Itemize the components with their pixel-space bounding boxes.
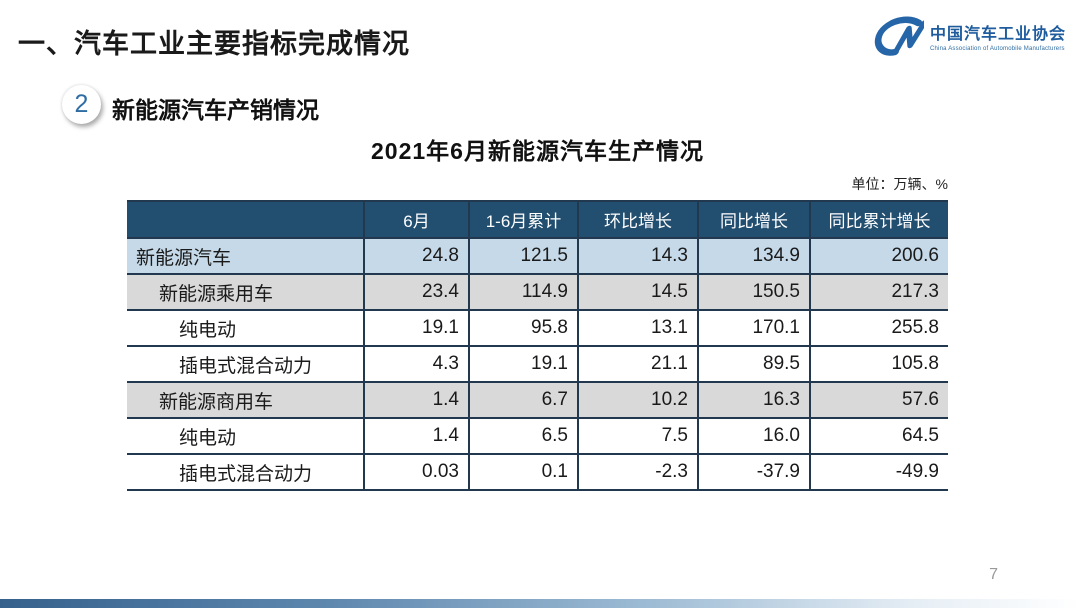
value-cell: 89.5 <box>697 345 810 383</box>
table-row: 纯电动 19.1 95.8 13.1 170.1 255.8 <box>127 309 948 347</box>
value-cell: 64.5 <box>809 417 948 455</box>
value-cell: 255.8 <box>809 309 948 347</box>
value-cell: 21.1 <box>577 345 698 383</box>
value-cell: 1.4 <box>363 417 469 455</box>
value-cell: 24.8 <box>363 237 469 275</box>
page-number: 7 <box>989 566 998 583</box>
value-cell: 105.8 <box>809 345 948 383</box>
bottom-accent-bar <box>0 599 1080 608</box>
row-label: 新能源汽车 <box>127 237 364 275</box>
logo-org-name-en: China Association of Automobile Manufact… <box>929 46 1065 52</box>
section-title: 新能源汽车产销情况 <box>112 97 319 123</box>
value-cell: -2.3 <box>577 453 698 491</box>
value-cell: 95.8 <box>468 309 578 347</box>
value-cell: 10.2 <box>577 381 698 419</box>
row-label: 纯电动 <box>127 309 364 347</box>
value-cell: 6.7 <box>468 381 578 419</box>
table-row: 纯电动 1.4 6.5 7.5 16.0 64.5 <box>127 417 948 455</box>
table-row: 插电式混合动力 0.03 0.1 -2.3 -37.9 -49.9 <box>127 453 948 491</box>
row-label: 新能源商用车 <box>127 381 364 419</box>
header-cell: 1-6月累计 <box>468 200 578 239</box>
caam-logo: 中国汽车工业协会 China Association of Automobile… <box>868 16 1066 58</box>
header-cell: 同比累计增长 <box>809 200 948 239</box>
value-cell: 4.3 <box>363 345 469 383</box>
section-number: 2 <box>74 90 89 118</box>
value-cell: 170.1 <box>697 309 810 347</box>
page-title: 一、汽车工业主要指标完成情况 <box>18 29 410 59</box>
section-number-badge: 2 <box>62 85 101 124</box>
header-cell: 同比增长 <box>697 200 810 239</box>
value-cell: 134.9 <box>697 237 810 275</box>
value-cell: 0.1 <box>468 453 578 491</box>
value-cell: 16.0 <box>697 417 810 455</box>
table-row: 插电式混合动力 4.3 19.1 21.1 89.5 105.8 <box>127 345 948 383</box>
value-cell: 14.5 <box>577 273 698 311</box>
value-cell: 57.6 <box>809 381 948 419</box>
production-data-table: 6月 1-6月累计 环比增长 同比增长 同比累计增长 新能源汽车 24.8 121.5 14.… <box>127 200 948 491</box>
row-label: 纯电动 <box>127 417 364 455</box>
header-cell-empty <box>127 200 364 239</box>
value-cell: 13.1 <box>577 309 698 347</box>
table-title: 2021年6月新能源汽车生产情况 <box>371 138 704 164</box>
header-cell: 环比增长 <box>577 200 698 239</box>
value-cell: 19.1 <box>468 345 578 383</box>
value-cell: 19.1 <box>363 309 469 347</box>
caam-cm-icon <box>874 16 924 56</box>
value-cell: 114.9 <box>468 273 578 311</box>
table-row: 新能源汽车 24.8 121.5 14.3 134.9 200.6 <box>127 237 948 275</box>
table-header-row: 6月 1-6月累计 环比增长 同比增长 同比累计增长 <box>127 200 948 239</box>
unit-note: 单位：万辆、% <box>851 176 948 192</box>
row-label: 插电式混合动力 <box>127 453 364 491</box>
value-cell: 0.03 <box>363 453 469 491</box>
value-cell: 16.3 <box>697 381 810 419</box>
table-row: 新能源乘用车 23.4 114.9 14.5 150.5 217.3 <box>127 273 948 311</box>
value-cell: 7.5 <box>577 417 698 455</box>
value-cell: 121.5 <box>468 237 578 275</box>
row-label: 插电式混合动力 <box>127 345 364 383</box>
value-cell: 217.3 <box>809 273 948 311</box>
header-row: 6月 1-6月累计 环比增长 同比增长 同比累计增长 <box>127 200 948 239</box>
value-cell: 23.4 <box>363 273 469 311</box>
value-cell: 14.3 <box>577 237 698 275</box>
value-cell: -37.9 <box>697 453 810 491</box>
logo-org-name-cn: 中国汽车工业协会 <box>929 26 1066 43</box>
table-body: 新能源汽车 24.8 121.5 14.3 134.9 200.6 新能源乘用车 23.4 11… <box>127 237 948 491</box>
value-cell: 1.4 <box>363 381 469 419</box>
row-label: 新能源乘用车 <box>127 273 364 311</box>
table-row: 新能源商用车 1.4 6.7 10.2 16.3 57.6 <box>127 381 948 419</box>
value-cell: 6.5 <box>468 417 578 455</box>
value-cell: 200.6 <box>809 237 948 275</box>
value-cell: 150.5 <box>697 273 810 311</box>
header-cell: 6月 <box>363 200 469 239</box>
value-cell: -49.9 <box>809 453 948 491</box>
production-table: 6月 1-6月累计 环比增长 同比增长 同比累计增长 新能源汽车 24.8 121.5 14.… <box>127 200 948 491</box>
